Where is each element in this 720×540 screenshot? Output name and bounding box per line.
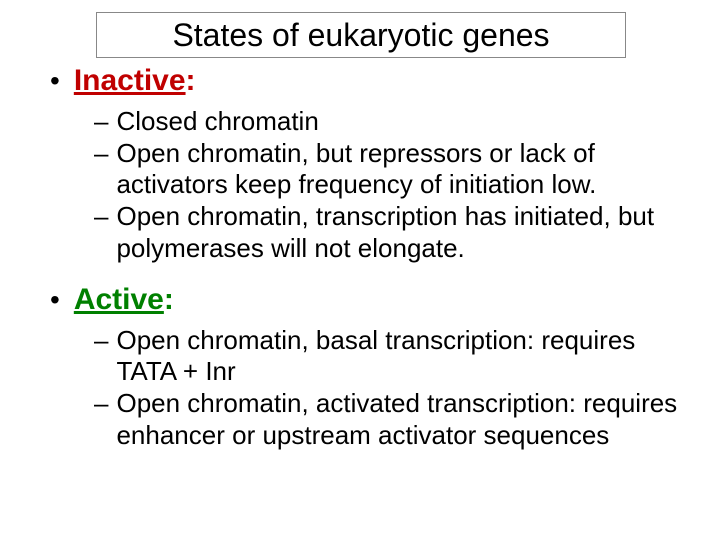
bullet-icon: • (50, 67, 60, 95)
section-label-active: Active: (74, 283, 174, 317)
item-text: Open chromatin, activated transcription:… (116, 388, 690, 451)
section-label-inactive: Inactive: (74, 64, 196, 98)
section-word-active: Active (74, 283, 164, 316)
item-text: Closed chromatin (116, 106, 690, 138)
list-item: – Open chromatin, basal transcription: r… (94, 325, 690, 388)
bullet-icon: • (50, 286, 60, 314)
section-inactive: • Inactive: (50, 64, 690, 98)
item-text: Open chromatin, basal transcription: req… (116, 325, 690, 388)
slide-title: States of eukaryotic genes (172, 17, 549, 54)
item-text: Open chromatin, transcription has initia… (116, 201, 690, 264)
colon: : (164, 283, 174, 316)
item-text: Open chromatin, but repressors or lack o… (116, 138, 690, 201)
dash-icon: – (94, 388, 108, 420)
dash-icon: – (94, 138, 108, 170)
section-word-inactive: Inactive (74, 64, 186, 97)
sub-list-inactive: – Closed chromatin – Open chromatin, but… (94, 106, 690, 265)
colon: : (186, 64, 196, 97)
content-area: • Inactive: – Closed chromatin – Open ch… (50, 64, 690, 469)
dash-icon: – (94, 201, 108, 233)
list-item: – Open chromatin, but repressors or lack… (94, 138, 690, 201)
dash-icon: – (94, 325, 108, 357)
list-item: – Closed chromatin (94, 106, 690, 138)
title-box: States of eukaryotic genes (96, 12, 626, 58)
sub-list-active: – Open chromatin, basal transcription: r… (94, 325, 690, 452)
dash-icon: – (94, 106, 108, 138)
list-item: – Open chromatin, activated transcriptio… (94, 388, 690, 451)
section-active: • Active: (50, 283, 690, 317)
list-item: – Open chromatin, transcription has init… (94, 201, 690, 264)
